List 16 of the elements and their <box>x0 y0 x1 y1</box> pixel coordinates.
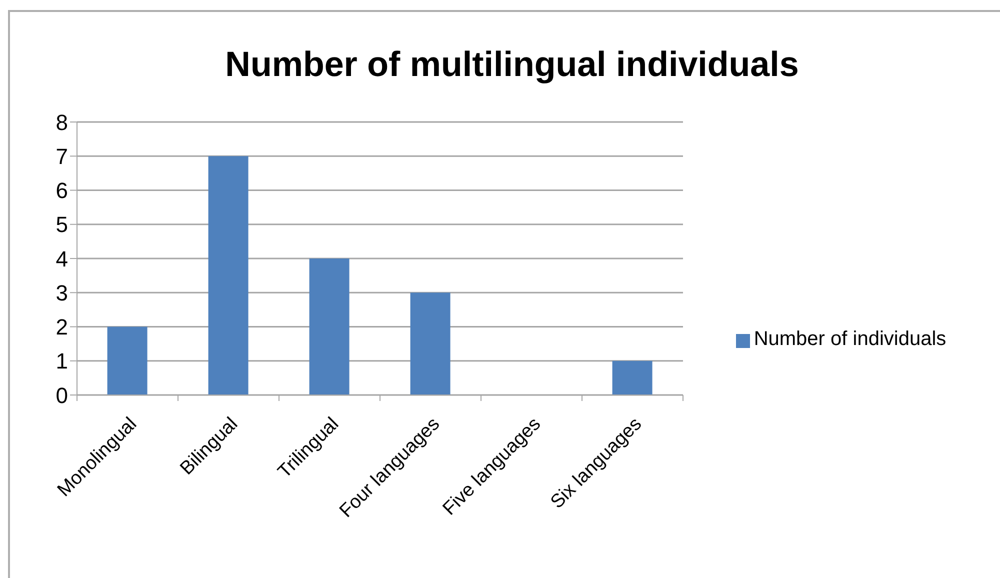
y-tick-label: 6 <box>56 178 68 204</box>
y-tick-label: 2 <box>56 314 68 340</box>
y-tick-label: 7 <box>56 144 68 169</box>
bar <box>208 156 248 395</box>
bar <box>309 258 350 395</box>
legend-label: Number of individuals <box>754 328 946 350</box>
chart-title: Number of multilingual individuals <box>224 45 800 85</box>
y-tick-label: 0 <box>56 382 68 408</box>
y-tick-label: 4 <box>56 246 68 272</box>
y-tick-label: 3 <box>56 280 68 306</box>
y-tick-label: 8 <box>56 110 68 135</box>
y-tick-label: 1 <box>56 348 68 374</box>
bar <box>410 292 450 395</box>
bar <box>612 360 652 395</box>
bar <box>107 326 148 395</box>
y-tick-label: 5 <box>56 212 68 238</box>
